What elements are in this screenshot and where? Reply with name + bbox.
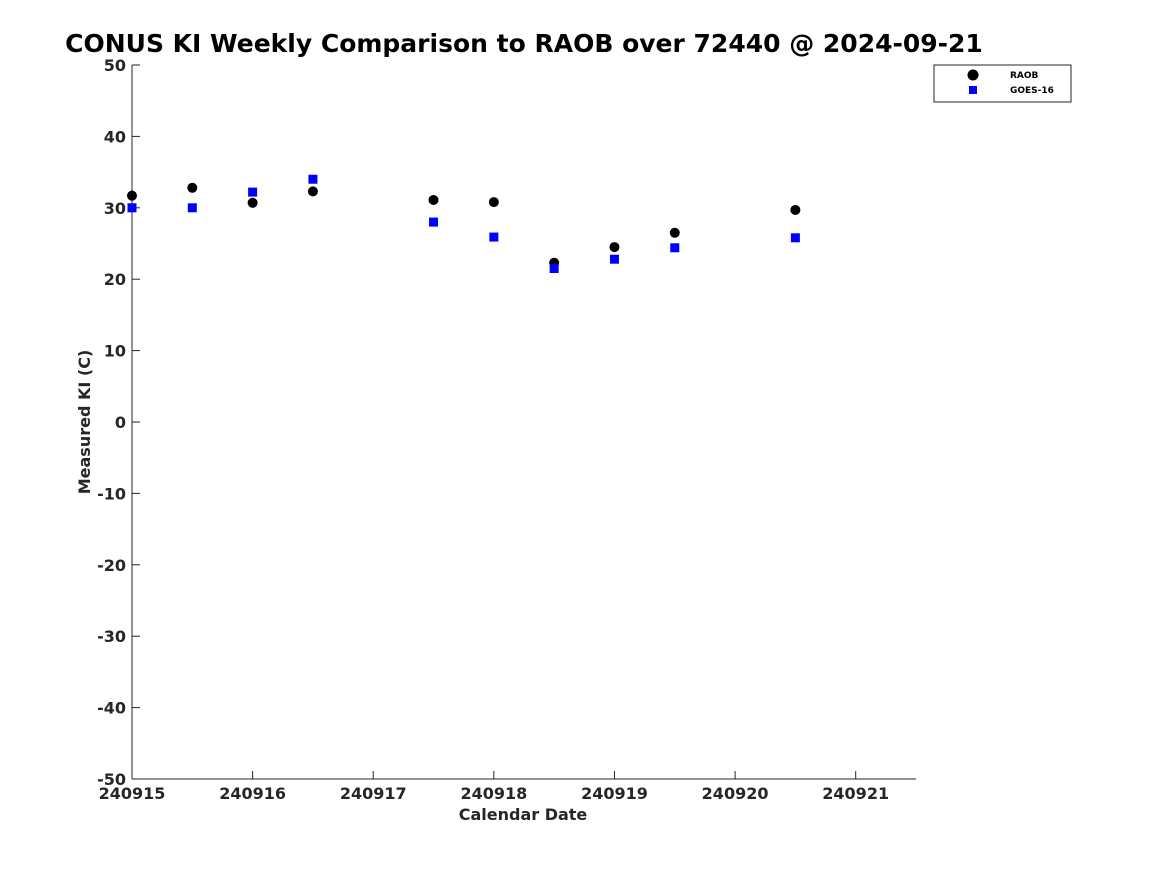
data-point-goes-16 <box>187 203 197 213</box>
data-point-goes-16 <box>609 254 619 264</box>
y-tick-label: 20 <box>104 270 126 289</box>
data-point-goes-16 <box>790 233 800 243</box>
axes <box>131 65 916 780</box>
data-point-goes-16 <box>248 187 258 197</box>
data-point-raob <box>609 242 620 253</box>
legend-label-goes-16: GOES-16 <box>1010 86 1054 96</box>
data-point-raob <box>127 190 137 201</box>
y-tick-label: -30 <box>97 627 126 646</box>
data-point-raob <box>247 197 258 208</box>
y-tick-label: -20 <box>97 556 126 575</box>
data-point-goes-16 <box>489 232 499 242</box>
x-tick-label: 240921 <box>822 784 889 803</box>
y-tick-label: -40 <box>97 699 126 718</box>
data-point-goes-16 <box>127 203 137 213</box>
chart-title: CONUS KI Weekly Comparison to RAOB over … <box>65 29 983 58</box>
y-tick-label: -50 <box>97 770 126 789</box>
data-point-goes-16 <box>308 174 318 184</box>
y-tick-label: 50 <box>104 56 126 75</box>
y-axis-label: Measured KI (C) <box>75 350 94 495</box>
legend-marker-raob <box>967 69 979 81</box>
y-tick-label: 0 <box>115 413 126 432</box>
data-points <box>127 174 801 273</box>
x-tick-label: 240920 <box>702 784 769 803</box>
data-point-goes-16 <box>549 263 559 273</box>
data-point-goes-16 <box>670 243 680 253</box>
x-axis-label: Calendar Date <box>459 805 588 824</box>
data-point-goes-16 <box>429 217 439 227</box>
data-point-raob <box>307 186 318 197</box>
x-tick-label: 240917 <box>340 784 407 803</box>
data-point-raob <box>187 182 198 193</box>
y-ticks: -50 -40 -30 -20 -10 0 10 20 30 40 50 <box>97 56 140 789</box>
x-tick-label: 240916 <box>219 784 286 803</box>
y-tick-label: 30 <box>104 199 126 218</box>
x-tick-label: 240918 <box>460 784 527 803</box>
legend: RAOB GOES-16 <box>933 64 1072 103</box>
x-tick-label: 240919 <box>581 784 648 803</box>
y-tick-label: 40 <box>104 127 126 146</box>
legend-marker-goes-16 <box>969 86 977 94</box>
y-tick-label: 10 <box>104 342 126 361</box>
y-tick-label: -10 <box>97 484 126 503</box>
data-point-raob <box>428 194 439 205</box>
data-point-raob <box>790 204 801 215</box>
x-ticks: 240915 240916 240917 240918 240919 240920 2409… <box>99 771 889 803</box>
data-point-raob <box>669 227 680 238</box>
x-tick-label: 240915 <box>99 784 166 803</box>
legend-box <box>933 64 1072 103</box>
legend-label-raob: RAOB <box>1010 71 1039 81</box>
data-point-raob <box>488 197 499 208</box>
